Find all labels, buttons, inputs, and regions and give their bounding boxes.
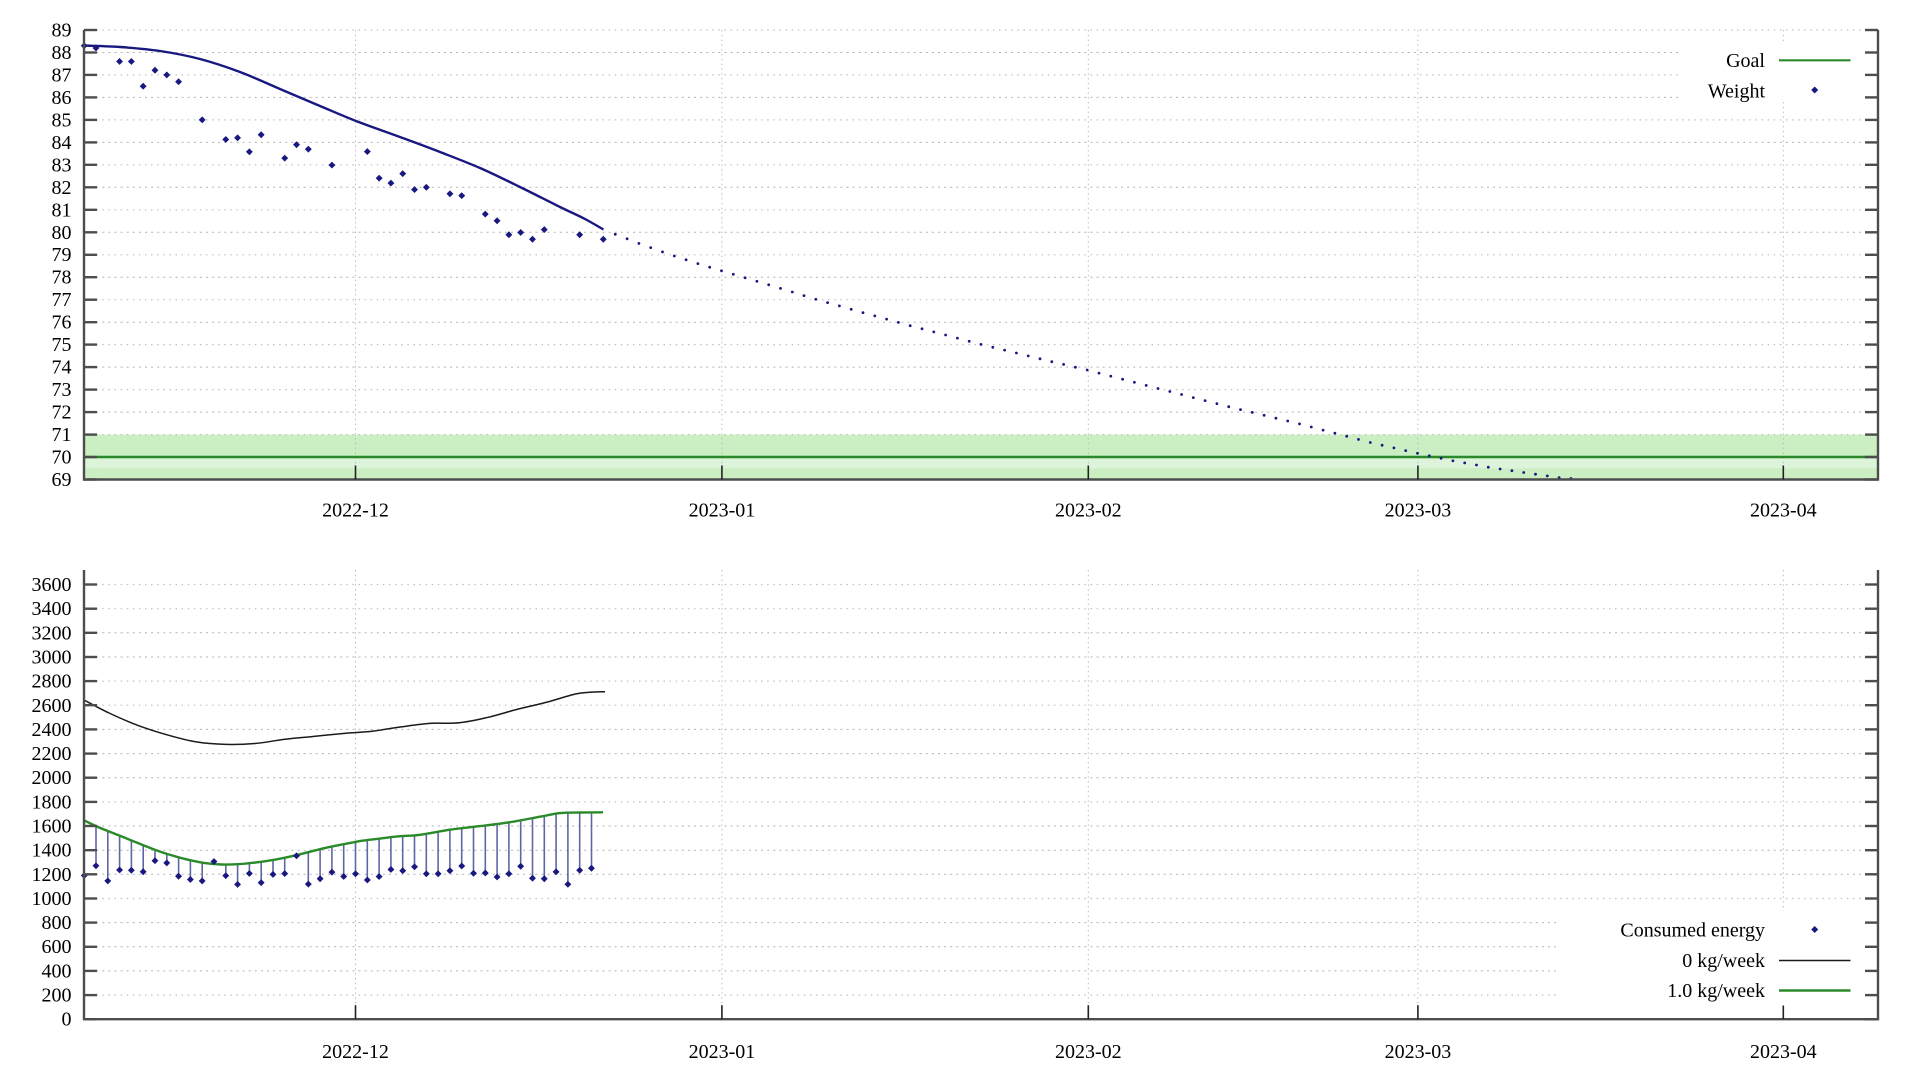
svg-text:1800: 1800 [32,791,72,813]
svg-text:0 kg/week: 0 kg/week [1682,950,1765,972]
svg-text:75: 75 [52,334,72,356]
svg-text:200: 200 [42,985,72,1007]
svg-text:2200: 2200 [32,743,72,765]
svg-text:Goal: Goal [1726,50,1765,72]
svg-text:2023-03: 2023-03 [1385,500,1452,522]
svg-text:86: 86 [52,87,72,109]
svg-text:2022-12: 2022-12 [322,500,389,522]
svg-text:88: 88 [52,42,72,64]
svg-text:3200: 3200 [32,622,72,644]
svg-text:69: 69 [52,469,72,491]
svg-text:2023-02: 2023-02 [1055,500,1122,522]
svg-text:800: 800 [42,912,72,934]
svg-text:0: 0 [62,1009,72,1031]
svg-text:79: 79 [52,244,72,266]
svg-text:1400: 1400 [32,840,72,862]
svg-text:2023-03: 2023-03 [1385,1041,1452,1063]
svg-text:2023-01: 2023-01 [689,1041,756,1063]
svg-text:2023-04: 2023-04 [1750,500,1817,522]
svg-text:73: 73 [52,379,72,401]
svg-text:74: 74 [52,357,72,379]
svg-text:83: 83 [52,154,72,176]
svg-text:400: 400 [42,960,72,982]
svg-text:2800: 2800 [32,671,72,693]
svg-text:1000: 1000 [32,888,72,910]
svg-text:1600: 1600 [32,816,72,838]
svg-text:72: 72 [52,402,72,424]
svg-text:1.0 kg/week: 1.0 kg/week [1667,980,1765,1002]
svg-text:2022-12: 2022-12 [322,1041,389,1063]
svg-text:84: 84 [52,132,72,154]
svg-text:81: 81 [52,199,72,221]
svg-text:2400: 2400 [32,719,72,741]
svg-text:89: 89 [52,20,72,42]
svg-text:1200: 1200 [32,864,72,886]
svg-text:76: 76 [52,312,72,334]
svg-text:77: 77 [52,289,72,311]
svg-text:2023-01: 2023-01 [689,500,756,522]
svg-text:3000: 3000 [32,647,72,669]
svg-text:2023-04: 2023-04 [1750,1041,1817,1063]
svg-text:2023-02: 2023-02 [1055,1041,1122,1063]
svg-text:87: 87 [52,64,72,86]
svg-text:80: 80 [52,222,72,244]
svg-text:Weight: Weight [1708,80,1766,102]
svg-text:71: 71 [52,424,72,446]
svg-text:78: 78 [52,267,72,289]
svg-text:3600: 3600 [32,574,72,596]
svg-text:600: 600 [42,936,72,958]
svg-text:Consumed energy: Consumed energy [1620,920,1765,942]
svg-text:2600: 2600 [32,695,72,717]
svg-text:82: 82 [52,177,72,199]
svg-text:85: 85 [52,109,72,131]
svg-text:3400: 3400 [32,598,72,620]
svg-text:70: 70 [52,447,72,469]
svg-text:2000: 2000 [32,767,72,789]
